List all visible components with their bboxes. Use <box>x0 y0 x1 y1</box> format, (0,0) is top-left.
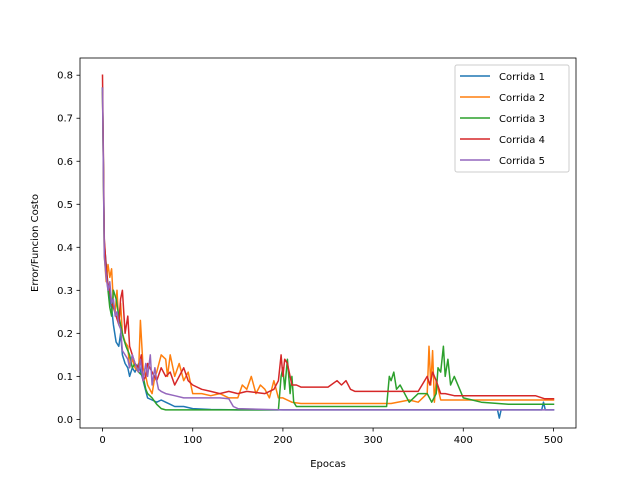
x-tick-label: 200 <box>273 435 292 446</box>
x-tick-label: 500 <box>544 435 563 446</box>
x-tick-label: 100 <box>183 435 202 446</box>
y-tick-label: 0.1 <box>57 372 73 383</box>
x-axis-label: Epocas <box>310 459 346 470</box>
y-axis-ticks: 0.0 0.1 0.2 0.3 0.4 0.5 0.6 0.7 0.8 <box>57 71 80 426</box>
plot-frame <box>79 57 577 429</box>
y-tick-label: 0.6 <box>57 157 73 168</box>
axes-layer <box>79 57 577 429</box>
x-axis-ticks: 0 100 200 300 400 500 <box>99 428 563 446</box>
x-tick-label: 300 <box>364 435 383 446</box>
legend-label-2: Corrida 2 <box>499 93 545 104</box>
legend-label-5: Corrida 5 <box>499 156 545 167</box>
series-layer <box>101 74 555 419</box>
legend-label-4: Corrida 4 <box>499 135 545 146</box>
legend-box <box>454 64 570 173</box>
y-tick-label: 0.3 <box>57 286 73 297</box>
y-tick-label: 0.8 <box>57 71 73 82</box>
legend-label-1: Corrida 1 <box>499 72 545 83</box>
x-tick-label: 0 <box>99 435 105 446</box>
y-tick-label: 0.7 <box>57 114 73 125</box>
x-tick-label: 400 <box>454 435 473 446</box>
series-line-5 <box>101 87 555 411</box>
series-line-4 <box>101 74 555 400</box>
series-line-3 <box>101 87 555 411</box>
y-tick-label: 0.2 <box>57 329 73 340</box>
y-axis-label: Error/Funcion Costo <box>30 194 41 292</box>
y-tick-label: 0.4 <box>57 243 73 254</box>
legend: Corrida 1 Corrida 2 Corrida 3 Corrida 4 Corr… <box>454 64 570 173</box>
legend-label-3: Corrida 3 <box>499 114 545 125</box>
y-tick-label: 0.5 <box>57 200 73 211</box>
y-tick-label: 0.0 <box>57 415 73 426</box>
